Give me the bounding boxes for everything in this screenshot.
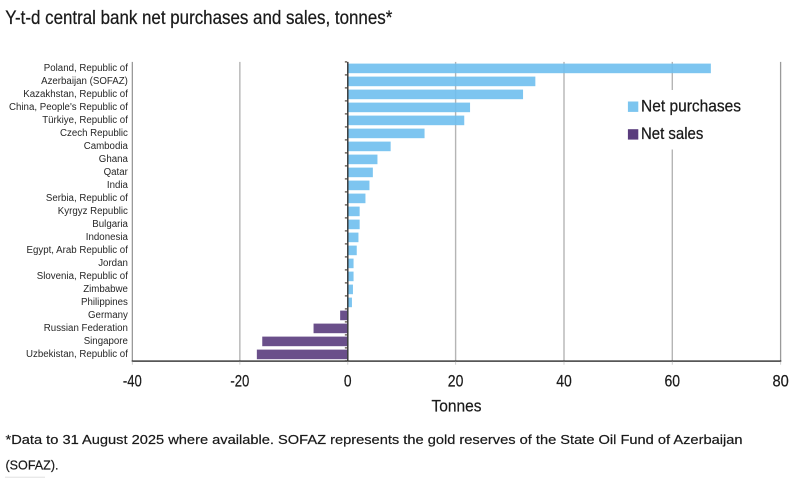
svg-text:(SOFAZ).: (SOFAZ). [6,458,59,473]
svg-text:*Data to 31 August 2025 where: *Data to 31 August 2025 where available.… [6,432,743,447]
svg-text:Uzbekistan, Republic of: Uzbekistan, Republic of [26,349,128,360]
svg-text:Slovenia, Republic of: Slovenia, Republic of [37,271,128,282]
svg-text:Tonnes: Tonnes [432,397,482,416]
svg-text:Qatar: Qatar [104,167,129,178]
svg-text:20: 20 [448,372,464,391]
svg-text:Kyrgyz Republic: Kyrgyz Republic [58,206,128,217]
svg-text:Russian Federation: Russian Federation [44,323,128,334]
svg-text:Serbia, Republic of: Serbia, Republic of [46,193,128,204]
svg-text:Indonesia: Indonesia [86,232,129,243]
svg-text:-20: -20 [230,372,249,391]
svg-text:-40: -40 [123,372,142,391]
svg-text:Net sales: Net sales [641,124,703,143]
svg-text:Zimbabwe: Zimbabwe [83,284,128,295]
svg-text:Net purchases: Net purchases [641,96,741,115]
svg-text:Azerbaijan (SOFAZ): Azerbaijan (SOFAZ) [41,76,128,87]
svg-text:China, People's Republic of: China, People's Republic of [9,102,128,113]
svg-text:Egypt, Arab Republic of: Egypt, Arab Republic of [27,245,129,256]
svg-text:Ghana: Ghana [99,154,129,165]
svg-text:Poland, Republic of: Poland, Republic of [44,63,128,74]
svg-text:60: 60 [665,372,681,391]
svg-text:40: 40 [556,372,572,391]
svg-text:Jordan: Jordan [98,258,128,269]
svg-text:Türkiye, Republic of: Türkiye, Republic of [42,115,128,126]
svg-text:Philippines: Philippines [81,297,128,308]
svg-text:0: 0 [344,372,352,391]
svg-text:Czech Republic: Czech Republic [60,128,128,139]
svg-text:Kazakhstan, Republic of: Kazakhstan, Republic of [23,89,128,100]
svg-text:Y-t-d central bank net purchas: Y-t-d central bank net purchases and sal… [5,7,392,29]
svg-text:Singapore: Singapore [84,336,129,347]
svg-text:Germany: Germany [88,310,128,321]
svg-text:Cambodia: Cambodia [84,141,129,152]
svg-text:80: 80 [772,372,788,391]
svg-text:Bulgaria: Bulgaria [92,219,128,230]
svg-text:India: India [107,180,128,191]
